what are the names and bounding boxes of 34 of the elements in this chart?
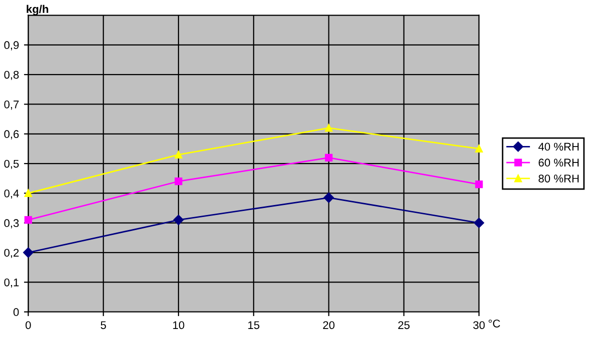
y-tick-label: 0 xyxy=(13,308,19,316)
point xyxy=(474,218,484,228)
legend-label: 40 %RH xyxy=(538,142,579,151)
y-tick-label: 0,6 xyxy=(4,130,19,140)
point xyxy=(475,144,483,153)
x-tick-label: 25 xyxy=(398,321,410,330)
x-tick-label: 30 xyxy=(473,321,485,330)
point xyxy=(324,154,333,162)
point xyxy=(23,247,34,258)
y-tick-label: 0,5 xyxy=(4,160,19,170)
x-tick-label: 20 xyxy=(323,321,334,330)
x-tick-label: 15 xyxy=(248,321,260,330)
y-tick-label: 0,8 xyxy=(4,70,19,80)
point xyxy=(24,189,32,198)
point xyxy=(324,192,334,203)
x-tick-label: 5 xyxy=(100,321,106,330)
legend-label: 80 %RH xyxy=(538,174,579,182)
point xyxy=(174,150,182,158)
point xyxy=(324,124,333,132)
point xyxy=(475,180,483,188)
point xyxy=(174,178,182,186)
y-tick-label: 0,9 xyxy=(4,41,19,50)
y-tick-label: 0,7 xyxy=(4,100,19,110)
x-axis-title: °C xyxy=(488,320,500,328)
legend-label: 60 %RH xyxy=(538,158,579,167)
point xyxy=(24,216,32,224)
y-tick-label: 0,4 xyxy=(4,189,19,199)
x-tick-label: 0 xyxy=(26,321,31,330)
y-tick-label: 0,2 xyxy=(4,248,19,258)
y-tick-label: 0,3 xyxy=(4,219,19,228)
x-tick-label: 10 xyxy=(173,321,184,330)
y-axis-title: kg/h xyxy=(26,4,48,16)
y-tick-label: 0,1 xyxy=(4,278,19,288)
point xyxy=(173,214,184,226)
